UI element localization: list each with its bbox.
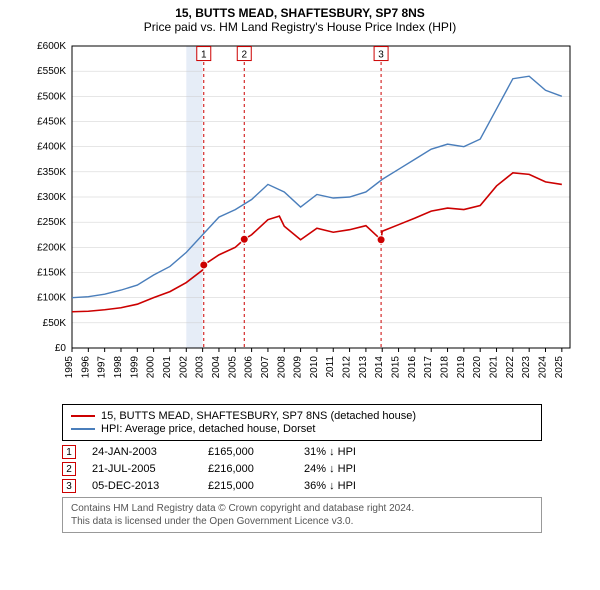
sale-marker-icon: 1 <box>62 445 76 459</box>
sales-table: 1 24-JAN-2003 £165,000 31% ↓ HPI 2 21-JU… <box>62 445 590 493</box>
svg-text:2008: 2008 <box>276 356 287 379</box>
legend-swatch <box>71 415 95 417</box>
svg-text:£100K: £100K <box>37 293 66 304</box>
svg-text:£250K: £250K <box>37 217 66 228</box>
svg-text:2017: 2017 <box>423 356 434 379</box>
legend-item: 15, BUTTS MEAD, SHAFTESBURY, SP7 8NS (de… <box>71 410 533 422</box>
svg-text:£200K: £200K <box>37 242 66 253</box>
svg-text:2023: 2023 <box>521 356 532 379</box>
table-row: 1 24-JAN-2003 £165,000 31% ↓ HPI <box>62 445 590 459</box>
price-chart: £0 £50K £100K £150K £200K £250K £300K £350K £400… <box>20 38 580 398</box>
sale-diff: 36% ↓ HPI <box>304 480 404 492</box>
svg-text:2024: 2024 <box>538 356 549 379</box>
svg-text:2000: 2000 <box>146 356 157 379</box>
svg-text:2019: 2019 <box>456 356 467 379</box>
svg-text:2009: 2009 <box>293 356 304 379</box>
svg-text:1999: 1999 <box>129 356 140 379</box>
svg-text:£500K: £500K <box>37 91 66 102</box>
svg-text:£450K: £450K <box>37 117 66 128</box>
sale-price: £215,000 <box>208 480 288 492</box>
sale-date: 21-JUL-2005 <box>92 463 192 475</box>
svg-text:£300K: £300K <box>37 192 66 203</box>
svg-text:1997: 1997 <box>97 356 108 379</box>
sale-date: 05-DEC-2013 <box>92 480 192 492</box>
svg-text:£50K: £50K <box>43 318 67 329</box>
svg-text:2018: 2018 <box>440 356 451 379</box>
svg-text:2016: 2016 <box>407 356 418 379</box>
svg-text:£600K: £600K <box>37 41 66 52</box>
svg-text:2005: 2005 <box>227 356 238 379</box>
page-title: 15, BUTTS MEAD, SHAFTESBURY, SP7 8NS <box>10 6 590 20</box>
legend-label: HPI: Average price, detached house, Dors… <box>101 423 315 435</box>
svg-text:1998: 1998 <box>113 356 124 379</box>
svg-text:2001: 2001 <box>162 356 173 379</box>
legend-item: HPI: Average price, detached house, Dors… <box>71 423 533 435</box>
attribution-footer: Contains HM Land Registry data © Crown c… <box>62 497 542 533</box>
sale-price: £165,000 <box>208 446 288 458</box>
sale-marker-icon: 2 <box>62 462 76 476</box>
svg-text:£400K: £400K <box>37 142 66 153</box>
svg-text:2002: 2002 <box>178 356 189 379</box>
legend-label: 15, BUTTS MEAD, SHAFTESBURY, SP7 8NS (de… <box>101 410 416 422</box>
svg-text:2020: 2020 <box>472 356 483 379</box>
legend-swatch <box>71 428 95 430</box>
sale-price: £216,000 <box>208 463 288 475</box>
svg-text:3: 3 <box>378 50 384 61</box>
svg-text:2013: 2013 <box>358 356 369 379</box>
chart-legend: 15, BUTTS MEAD, SHAFTESBURY, SP7 8NS (de… <box>62 404 542 441</box>
sale-date: 24-JAN-2003 <box>92 446 192 458</box>
svg-text:2004: 2004 <box>211 356 222 379</box>
svg-text:2014: 2014 <box>374 356 385 379</box>
svg-text:2010: 2010 <box>309 356 320 379</box>
svg-text:£150K: £150K <box>37 268 66 279</box>
svg-text:2012: 2012 <box>342 356 353 379</box>
page-subtitle: Price paid vs. HM Land Registry's House … <box>10 20 590 34</box>
svg-text:2: 2 <box>241 50 247 61</box>
svg-text:£550K: £550K <box>37 66 66 77</box>
svg-text:1996: 1996 <box>80 356 91 379</box>
svg-text:2021: 2021 <box>489 356 500 379</box>
svg-text:2011: 2011 <box>325 356 336 378</box>
table-row: 2 21-JUL-2005 £216,000 24% ↓ HPI <box>62 462 590 476</box>
svg-text:1: 1 <box>201 50 207 61</box>
svg-text:£350K: £350K <box>37 167 66 178</box>
table-row: 3 05-DEC-2013 £215,000 36% ↓ HPI <box>62 479 590 493</box>
svg-text:2025: 2025 <box>554 356 565 379</box>
footer-line: Contains HM Land Registry data © Crown c… <box>71 502 533 515</box>
svg-text:2022: 2022 <box>505 356 516 379</box>
footer-line: This data is licensed under the Open Gov… <box>71 515 533 528</box>
svg-text:£0: £0 <box>55 343 67 354</box>
svg-text:2015: 2015 <box>391 356 402 379</box>
svg-text:2006: 2006 <box>244 356 255 379</box>
svg-text:2007: 2007 <box>260 356 271 379</box>
sale-marker-icon: 3 <box>62 479 76 493</box>
sale-diff: 24% ↓ HPI <box>304 463 404 475</box>
svg-text:1995: 1995 <box>64 356 75 379</box>
sale-diff: 31% ↓ HPI <box>304 446 404 458</box>
svg-text:2003: 2003 <box>195 356 206 379</box>
